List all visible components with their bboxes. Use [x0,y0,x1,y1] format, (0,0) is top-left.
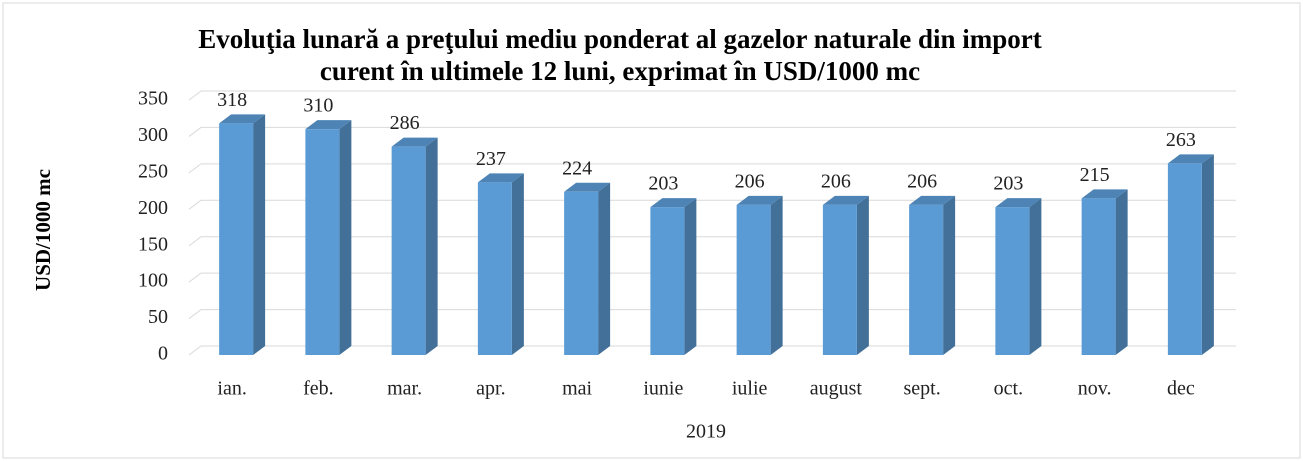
bar-top [564,182,611,192]
x-tick-label: dec [1167,378,1195,400]
x-tick-label: mai [562,378,592,400]
bar-side [339,120,352,356]
y-tick-label: 100 [138,270,168,292]
bar-front [995,207,1030,355]
value-label: 206 [735,171,765,193]
y-tick-label: 200 [138,197,168,219]
bar-front [391,146,426,355]
bar-side [943,195,956,355]
value-label: 224 [562,157,592,179]
bar [477,173,524,355]
value-label: 203 [993,173,1023,195]
value-label: 206 [821,171,851,193]
grid-line [188,199,1236,210]
bar-top [909,195,956,205]
bar [650,198,697,355]
bar-side [684,198,697,355]
bar-front [822,204,857,355]
value-label: 318 [217,89,247,111]
chart-title-line: curent în ultimele 12 luni, exprimat în … [320,56,920,86]
bar [564,182,611,355]
x-tick-label: mar. [387,378,422,400]
bar [1167,154,1214,355]
grid-line [188,345,1236,356]
bar [995,198,1042,355]
grid-line [188,90,1236,101]
y-tick-label: 300 [138,124,168,146]
x-tick-label: apr. [476,378,505,400]
value-label: 237 [476,148,506,170]
bar-front [736,204,771,355]
bar-side [511,173,524,355]
x-tick-label: oct. [994,378,1023,400]
grid-line [188,272,1236,283]
bar-top [995,198,1042,208]
x-tick-label: iunie [643,378,683,400]
chart-title-line: Evoluţia lunară a preţului mediu pondera… [198,24,1042,54]
x-tick-label: sept. [904,378,941,400]
bar-side [856,195,869,355]
bar-front [1081,198,1116,355]
bar-top [391,137,438,147]
bar-side [1201,154,1214,355]
value-label: 206 [907,171,937,193]
x-axis-title: 2019 [686,421,726,443]
y-axis-title: USD/1000 mc [31,169,55,291]
bar-side [425,137,438,355]
x-tick-label: feb. [303,378,334,400]
bar-front [564,191,599,355]
y-tick-label: 150 [138,233,168,255]
y-tick-label: 250 [138,160,168,182]
grid-line [188,309,1236,319]
grid-line [188,163,1236,174]
y-tick-label: 50 [148,306,168,328]
bar-top [219,114,266,124]
x-tick-label: ian. [217,378,246,400]
bar [909,195,956,355]
bar-top [822,195,869,205]
bar [391,137,438,355]
y-tick-label: 0 [158,343,168,365]
value-label: 215 [1080,164,1110,186]
bar-side [253,114,266,355]
bar [736,195,783,355]
y-tick-label: 350 [138,88,168,110]
bar [822,195,869,355]
bar-side [1115,189,1128,355]
bar-side [770,195,783,355]
value-label: 310 [303,95,333,117]
value-label: 263 [1166,129,1196,151]
bar-top [1081,189,1128,199]
value-label: 286 [390,112,420,134]
bar-top [305,120,352,130]
bar-front [219,123,254,355]
bar [305,120,352,356]
x-tick-label: nov. [1078,378,1112,400]
bar-top [1167,154,1214,164]
bar-top [477,173,524,183]
bar-front [909,204,944,355]
grid-line [188,236,1236,247]
x-tick-label: iulie [732,378,768,400]
bar-front [305,129,340,355]
bar-side [598,182,611,355]
bar [1081,189,1128,355]
bar-front [477,182,512,355]
bar [219,114,266,355]
value-label: 203 [648,173,678,195]
bar-side [1029,198,1042,355]
x-tick-label: august [810,378,863,400]
bar-front [1167,163,1202,355]
bar-front [650,207,685,355]
bar-top [650,198,697,208]
bar-top [736,195,783,205]
grid-line [188,126,1236,137]
